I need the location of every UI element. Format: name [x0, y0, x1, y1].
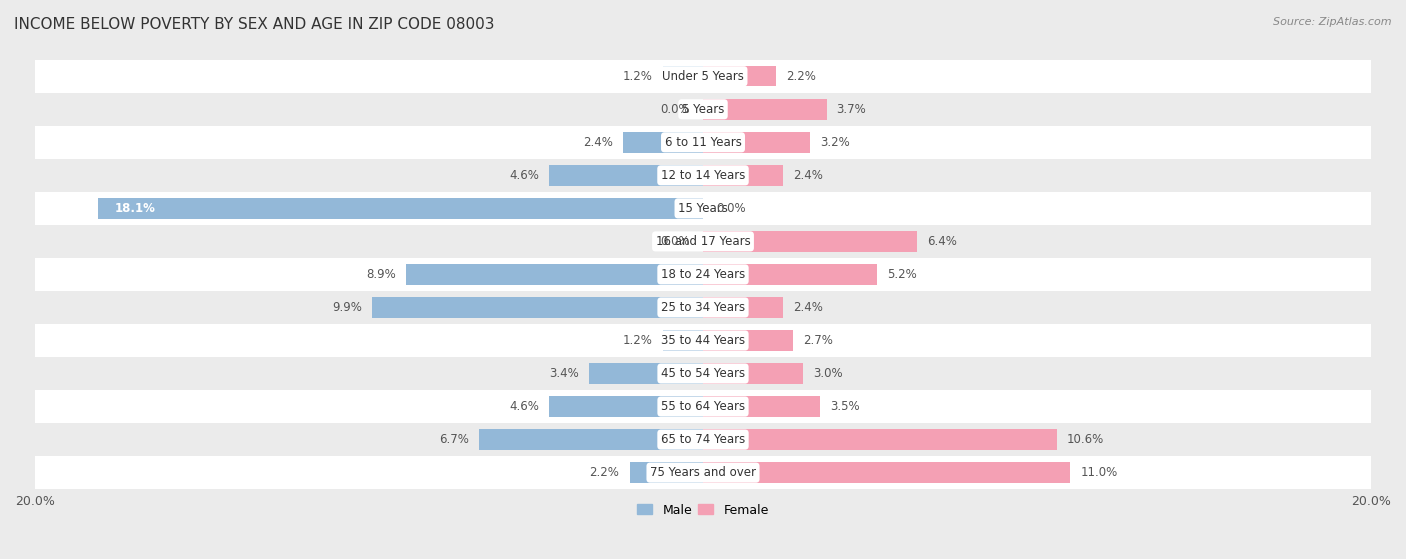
- Bar: [703, 66, 776, 87]
- Text: 2.2%: 2.2%: [786, 70, 817, 83]
- Text: INCOME BELOW POVERTY BY SEX AND AGE IN ZIP CODE 08003: INCOME BELOW POVERTY BY SEX AND AGE IN Z…: [14, 17, 495, 32]
- Bar: [35, 258, 1371, 291]
- Bar: [35, 192, 1371, 225]
- Text: 18 to 24 Years: 18 to 24 Years: [661, 268, 745, 281]
- Text: 3.4%: 3.4%: [550, 367, 579, 380]
- Bar: [703, 99, 827, 120]
- Text: 4.6%: 4.6%: [509, 400, 540, 413]
- Text: 10.6%: 10.6%: [1067, 433, 1104, 446]
- Text: 2.2%: 2.2%: [589, 466, 620, 479]
- Text: 3.7%: 3.7%: [837, 103, 866, 116]
- Text: 2.4%: 2.4%: [793, 169, 823, 182]
- Bar: [35, 291, 1371, 324]
- Text: 5.2%: 5.2%: [887, 268, 917, 281]
- Text: 15 Years: 15 Years: [678, 202, 728, 215]
- Text: 25 to 34 Years: 25 to 34 Years: [661, 301, 745, 314]
- Text: 12 to 14 Years: 12 to 14 Years: [661, 169, 745, 182]
- Bar: [703, 363, 803, 384]
- Bar: [623, 132, 703, 153]
- Bar: [589, 363, 703, 384]
- Bar: [35, 225, 1371, 258]
- Text: 8.9%: 8.9%: [366, 268, 395, 281]
- Text: 6 to 11 Years: 6 to 11 Years: [665, 136, 741, 149]
- Bar: [550, 165, 703, 186]
- Text: 6.7%: 6.7%: [439, 433, 470, 446]
- Bar: [630, 462, 703, 483]
- Text: 35 to 44 Years: 35 to 44 Years: [661, 334, 745, 347]
- Text: Source: ZipAtlas.com: Source: ZipAtlas.com: [1274, 17, 1392, 27]
- Legend: Male, Female: Male, Female: [633, 499, 773, 522]
- Bar: [35, 324, 1371, 357]
- Bar: [703, 132, 810, 153]
- Bar: [550, 396, 703, 417]
- Bar: [406, 264, 703, 285]
- Bar: [662, 66, 703, 87]
- Text: Under 5 Years: Under 5 Years: [662, 70, 744, 83]
- Text: 18.1%: 18.1%: [115, 202, 156, 215]
- Bar: [703, 429, 1057, 450]
- Bar: [35, 423, 1371, 456]
- Text: 0.0%: 0.0%: [659, 235, 689, 248]
- Text: 11.0%: 11.0%: [1080, 466, 1118, 479]
- Text: 0.0%: 0.0%: [659, 103, 689, 116]
- Text: 2.4%: 2.4%: [583, 136, 613, 149]
- Bar: [35, 93, 1371, 126]
- Text: 3.5%: 3.5%: [830, 400, 859, 413]
- Bar: [703, 462, 1070, 483]
- Text: 2.4%: 2.4%: [793, 301, 823, 314]
- Text: 45 to 54 Years: 45 to 54 Years: [661, 367, 745, 380]
- Bar: [703, 396, 820, 417]
- Text: 1.2%: 1.2%: [623, 334, 652, 347]
- Text: 16 and 17 Years: 16 and 17 Years: [655, 235, 751, 248]
- Bar: [703, 264, 877, 285]
- Text: 3.0%: 3.0%: [813, 367, 842, 380]
- Bar: [35, 357, 1371, 390]
- Bar: [35, 456, 1371, 489]
- Bar: [35, 159, 1371, 192]
- Bar: [98, 198, 703, 219]
- Bar: [703, 231, 917, 252]
- Text: 9.9%: 9.9%: [332, 301, 363, 314]
- Text: 55 to 64 Years: 55 to 64 Years: [661, 400, 745, 413]
- Text: 0.0%: 0.0%: [717, 202, 747, 215]
- Bar: [662, 330, 703, 350]
- Bar: [35, 390, 1371, 423]
- Bar: [703, 297, 783, 318]
- Text: 5 Years: 5 Years: [682, 103, 724, 116]
- Text: 1.2%: 1.2%: [623, 70, 652, 83]
- Bar: [373, 297, 703, 318]
- Text: 4.6%: 4.6%: [509, 169, 540, 182]
- Bar: [35, 60, 1371, 93]
- Text: 75 Years and over: 75 Years and over: [650, 466, 756, 479]
- Bar: [703, 330, 793, 350]
- Text: 65 to 74 Years: 65 to 74 Years: [661, 433, 745, 446]
- Text: 2.7%: 2.7%: [803, 334, 834, 347]
- Bar: [479, 429, 703, 450]
- Text: 6.4%: 6.4%: [927, 235, 956, 248]
- Text: 3.2%: 3.2%: [820, 136, 849, 149]
- Bar: [35, 126, 1371, 159]
- Bar: [703, 165, 783, 186]
